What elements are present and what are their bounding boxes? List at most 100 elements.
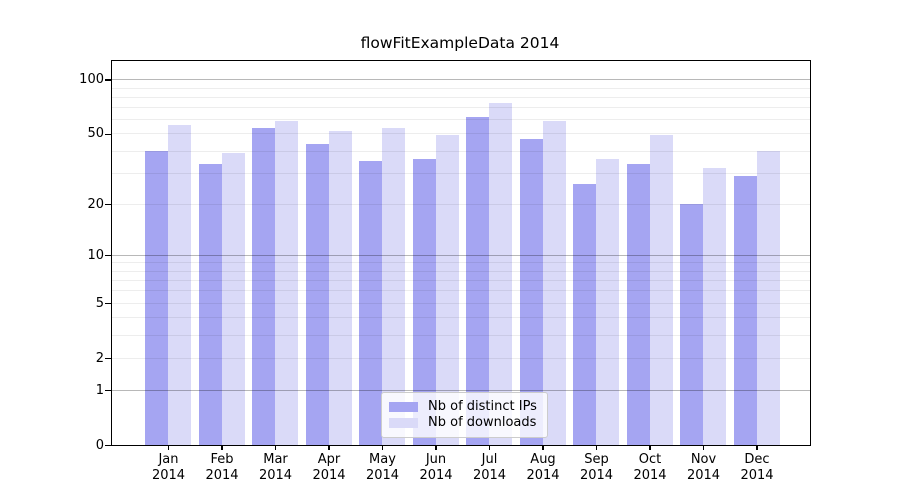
x-tick-mark-oct bbox=[649, 445, 651, 450]
gridline-minor-9 bbox=[112, 262, 810, 264]
gridline-minor-20 bbox=[112, 203, 810, 205]
grid-layer bbox=[112, 61, 810, 445]
x-tick-label-month-aug: Aug bbox=[530, 452, 556, 467]
x-tick-label-year-dec: 2014 bbox=[740, 468, 774, 483]
x-tick-label-year-mar: 2014 bbox=[258, 468, 293, 483]
x-tick-label-year-jul: 2014 bbox=[472, 468, 507, 483]
bar-ips-mar bbox=[252, 127, 275, 445]
legend: Nb of distinct IPs Nb of downloads bbox=[381, 392, 548, 438]
bar-downloads-may bbox=[382, 127, 405, 445]
legend-label-downloads: Nb of downloads bbox=[428, 415, 537, 430]
x-tick-label-month-nov: Nov bbox=[690, 452, 717, 467]
bar-downloads-aug bbox=[542, 120, 566, 445]
bar-ips-jul bbox=[466, 117, 489, 445]
x-tick-label-month-feb: Feb bbox=[210, 452, 234, 467]
bar-ips-nov bbox=[680, 204, 703, 445]
x-tick-label-year-aug: 2014 bbox=[526, 468, 560, 483]
bar-downloads-jun bbox=[435, 135, 459, 445]
x-tick-label-month-dec: Dec bbox=[744, 452, 770, 467]
gridline-minor-30 bbox=[112, 172, 810, 174]
gridline-minor-4 bbox=[112, 317, 810, 319]
y-tick-label-1: 1 bbox=[95, 382, 104, 398]
gridline-minor-2 bbox=[112, 357, 810, 359]
bar-ips-feb bbox=[198, 163, 222, 445]
x-tick-label-year-feb: 2014 bbox=[205, 468, 239, 483]
legend-entry-distinct-ips: Nb of distinct IPs bbox=[389, 399, 540, 415]
legend-swatch-downloads bbox=[389, 418, 418, 428]
gridline-minor-40 bbox=[112, 150, 810, 152]
gridline-decade-100 bbox=[112, 79, 810, 81]
chart-title: flowFitExampleData 2014 bbox=[360, 34, 560, 52]
x-tick-mark-jul bbox=[488, 445, 491, 450]
plot-area: Nb of distinct IPs Nb of downloads bbox=[111, 60, 811, 446]
x-tick-mark-jun bbox=[435, 445, 437, 450]
legend-swatch-distinct-ips bbox=[389, 402, 418, 412]
y-tick-label-100: 100 bbox=[79, 72, 104, 88]
gridline-decade-1 bbox=[112, 389, 810, 391]
bar-ips-jun bbox=[412, 159, 436, 445]
gridline-minor-7 bbox=[112, 279, 810, 281]
x-tick-mark-sep bbox=[595, 445, 598, 450]
gridline-minor-6 bbox=[112, 290, 810, 292]
bar-ips-jan bbox=[145, 151, 168, 445]
x-tick-label-year-jan: 2014 bbox=[151, 468, 186, 483]
x-tick-label-year-sep: 2014 bbox=[579, 468, 614, 483]
bar-downloads-apr bbox=[328, 130, 352, 445]
legend-label-distinct-ips: Nb of distinct IPs bbox=[428, 399, 537, 414]
gridline-minor-5 bbox=[112, 302, 810, 304]
y-tick-label-0: 0 bbox=[95, 437, 104, 453]
x-tick-mark-dec bbox=[756, 445, 758, 450]
bar-downloads-sep bbox=[596, 159, 619, 445]
y-tick-mark-50 bbox=[104, 133, 111, 136]
bar-ips-oct bbox=[626, 163, 650, 445]
x-tick-label-month-sep: Sep bbox=[584, 452, 609, 467]
legend-entry-downloads: Nb of downloads bbox=[389, 415, 540, 431]
y-tick-mark-20 bbox=[104, 203, 111, 206]
x-tick-label-year-nov: 2014 bbox=[686, 468, 721, 483]
bar-downloads-feb bbox=[221, 153, 245, 445]
y-tick-mark-1 bbox=[104, 389, 111, 392]
x-tick-mark-feb bbox=[221, 445, 223, 450]
gridline-minor-90 bbox=[112, 87, 810, 89]
y-tick-label-50: 50 bbox=[87, 126, 104, 142]
gridline-minor-60 bbox=[112, 119, 810, 121]
x-tick-label-month-jan: Jan bbox=[158, 452, 179, 467]
bar-downloads-jul bbox=[489, 103, 512, 445]
bar-ips-may bbox=[359, 161, 382, 445]
x-tick-label-year-jun: 2014 bbox=[419, 468, 453, 483]
x-tick-label-month-may: May bbox=[369, 452, 396, 467]
bar-downloads-jan bbox=[168, 125, 191, 445]
y-tick-mark-5 bbox=[104, 302, 111, 305]
x-tick-mark-aug bbox=[542, 445, 544, 450]
x-tick-label-month-apr: Apr bbox=[317, 452, 341, 467]
gridline-decade-10 bbox=[112, 254, 810, 256]
y-tick-mark-2 bbox=[104, 357, 111, 360]
gridline-minor-80 bbox=[112, 96, 810, 98]
y-tick-mark-100 bbox=[104, 79, 111, 81]
gridline-minor-70 bbox=[112, 107, 810, 109]
y-tick-label-2: 2 bbox=[95, 350, 104, 366]
bar-downloads-dec bbox=[756, 151, 780, 445]
x-tick-label-month-jun: Jun bbox=[425, 452, 447, 467]
bar-ips-sep bbox=[573, 184, 596, 445]
x-tick-label-month-mar: Mar bbox=[263, 452, 288, 467]
y-tick-mark-10 bbox=[104, 254, 111, 257]
x-tick-mark-apr bbox=[328, 445, 330, 450]
bar-downloads-mar bbox=[275, 120, 298, 445]
bar-downloads-oct bbox=[649, 135, 673, 445]
bar-ips-apr bbox=[305, 143, 329, 445]
bar-ips-dec bbox=[733, 175, 757, 445]
x-tick-label-year-may: 2014 bbox=[365, 468, 400, 483]
gridline-minor-50 bbox=[112, 133, 810, 135]
y-tick-mark-0 bbox=[104, 444, 111, 447]
gridline-minor-3 bbox=[112, 334, 810, 336]
x-tick-label-year-apr: 2014 bbox=[312, 468, 346, 483]
x-tick-mark-jan bbox=[167, 445, 170, 450]
bar-ips-aug bbox=[519, 138, 543, 445]
x-tick-label-year-oct: 2014 bbox=[633, 468, 667, 483]
x-tick-label-month-oct: Oct bbox=[638, 452, 662, 467]
y-tick-label-5: 5 bbox=[95, 295, 104, 311]
y-tick-label-10: 10 bbox=[87, 247, 104, 263]
gridline-minor-8 bbox=[112, 270, 810, 272]
